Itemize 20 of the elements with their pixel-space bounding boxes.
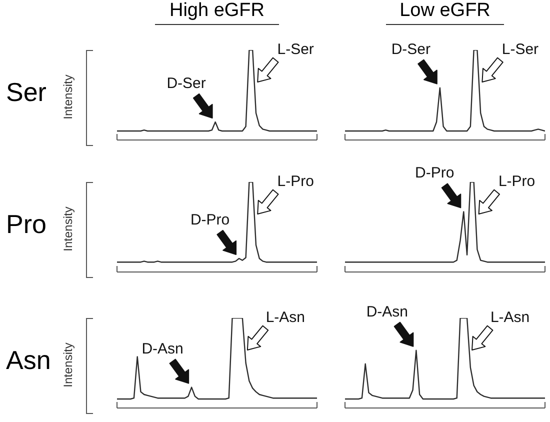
annotation: D-Asn <box>142 340 184 358</box>
annotation: D-Pro <box>190 212 230 228</box>
text: Ser <box>6 77 46 108</box>
y-axis-title: Intensity <box>61 206 75 252</box>
annotation: L-Ser <box>502 41 539 58</box>
annotation: L-Asn <box>490 309 530 326</box>
chart-title: High eGFR <box>155 0 279 25</box>
annotation: D-Ser <box>391 40 431 58</box>
text: D-Pro <box>415 164 454 182</box>
chart-title: Low eGFR <box>386 0 504 25</box>
annotation: D-Ser <box>166 75 206 92</box>
annotation: L-Pro <box>498 173 536 190</box>
annotation: D-Asn <box>366 303 408 320</box>
annotation: L-Pro <box>277 173 314 190</box>
y-axis-title: Intensity <box>61 342 75 388</box>
y-axis-title: Intensity <box>61 74 75 120</box>
text: Pro <box>6 209 46 240</box>
annotation: L-Asn <box>266 309 306 326</box>
text: Asn <box>6 345 51 376</box>
annotation: L-Ser <box>277 41 314 58</box>
